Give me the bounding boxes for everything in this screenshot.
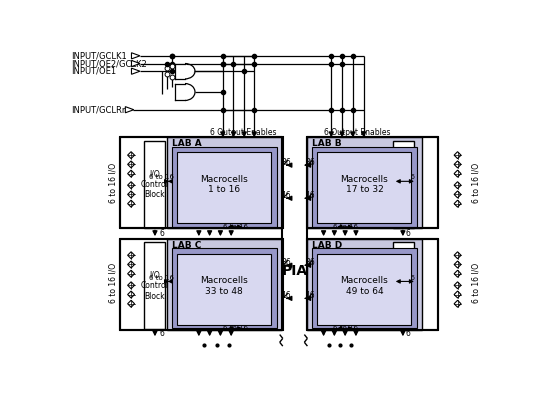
Polygon shape: [128, 270, 135, 277]
Text: 6 to 16: 6 to 16: [390, 174, 415, 180]
Polygon shape: [454, 252, 461, 259]
Polygon shape: [454, 152, 461, 159]
Text: 36: 36: [306, 258, 316, 267]
Text: 6 to 16 I/O: 6 to 16 I/O: [471, 163, 481, 203]
Bar: [393, 242, 414, 329]
Polygon shape: [454, 291, 461, 298]
Text: 6: 6: [160, 229, 165, 238]
Text: 36: 36: [281, 158, 290, 166]
Text: 6 to 16: 6 to 16: [390, 275, 415, 281]
Text: I/O
Control
Block: I/O Control Block: [141, 169, 168, 199]
Polygon shape: [131, 53, 140, 59]
Text: 6 to 16: 6 to 16: [222, 224, 247, 230]
Bar: [307, 239, 438, 330]
Polygon shape: [454, 200, 461, 207]
Text: 6 to 16 I/O: 6 to 16 I/O: [471, 263, 481, 303]
Text: 6: 6: [406, 329, 411, 338]
Text: 6 to 16 I/O: 6 to 16 I/O: [109, 163, 118, 203]
Polygon shape: [128, 291, 135, 298]
Polygon shape: [128, 300, 135, 307]
Polygon shape: [175, 63, 195, 79]
Polygon shape: [128, 191, 135, 198]
Text: 6 to 16 I/O: 6 to 16 I/O: [109, 263, 118, 303]
Text: 6: 6: [160, 329, 165, 338]
Text: 6 Output Enables: 6 Output Enables: [324, 128, 390, 137]
Text: 6 Output Enables: 6 Output Enables: [210, 128, 276, 137]
Polygon shape: [128, 182, 135, 188]
Bar: [119, 239, 283, 330]
Text: LAB A: LAB A: [172, 139, 202, 148]
Bar: [172, 248, 277, 328]
Polygon shape: [128, 200, 135, 207]
Text: Macrocells
1 to 16: Macrocells 1 to 16: [201, 175, 248, 194]
Polygon shape: [454, 191, 461, 198]
Text: 6 to 16: 6 to 16: [222, 325, 247, 331]
Polygon shape: [128, 152, 135, 159]
Text: LAB C: LAB C: [172, 241, 201, 250]
Polygon shape: [131, 61, 140, 67]
Text: Macrocells
49 to 64: Macrocells 49 to 64: [341, 276, 388, 296]
Text: 16: 16: [306, 291, 316, 300]
Text: Macrocells
33 to 48: Macrocells 33 to 48: [201, 276, 248, 296]
Bar: [312, 147, 417, 227]
Text: 6 to 16: 6 to 16: [332, 325, 358, 331]
Polygon shape: [454, 282, 461, 289]
Text: LAB D: LAB D: [312, 241, 342, 250]
Text: LAB B: LAB B: [312, 139, 342, 148]
Polygon shape: [128, 282, 135, 289]
Polygon shape: [454, 161, 461, 168]
Text: INPUT/GCLK1: INPUT/GCLK1: [71, 51, 127, 60]
Text: PIA: PIA: [281, 264, 307, 278]
Text: 16: 16: [281, 291, 290, 300]
Bar: [307, 138, 438, 228]
Bar: [177, 152, 271, 223]
Polygon shape: [454, 300, 461, 307]
Text: INPUT/GCLRn: INPUT/GCLRn: [71, 105, 128, 114]
Bar: [144, 242, 165, 329]
Text: 6 to 16: 6 to 16: [149, 275, 174, 281]
Text: Macrocells
17 to 32: Macrocells 17 to 32: [341, 175, 388, 194]
Text: 16: 16: [281, 191, 290, 200]
Bar: [144, 140, 165, 227]
Text: 6 to 16: 6 to 16: [149, 174, 174, 180]
Polygon shape: [454, 270, 461, 277]
Bar: [167, 239, 282, 330]
Text: 36: 36: [281, 258, 290, 267]
Bar: [167, 138, 282, 228]
Bar: [177, 254, 271, 324]
Bar: [307, 239, 422, 330]
Polygon shape: [454, 170, 461, 177]
Text: INPUT/OE1: INPUT/OE1: [71, 67, 116, 76]
Text: 6 to 16: 6 to 16: [332, 224, 358, 230]
Bar: [172, 147, 277, 227]
Text: 16: 16: [306, 191, 316, 200]
Polygon shape: [454, 182, 461, 188]
Text: 36: 36: [306, 158, 316, 166]
Bar: [119, 138, 283, 228]
Polygon shape: [128, 170, 135, 177]
Text: I/O
Control
Block: I/O Control Block: [141, 271, 168, 301]
Text: I/O
Control
Block: I/O Control Block: [389, 271, 417, 301]
Polygon shape: [128, 261, 135, 268]
Text: INPUT/OE2/GCLK2: INPUT/OE2/GCLK2: [71, 59, 147, 68]
Polygon shape: [175, 83, 195, 101]
Bar: [307, 138, 422, 228]
Text: 6: 6: [406, 229, 411, 238]
Polygon shape: [131, 68, 140, 74]
Polygon shape: [128, 252, 135, 259]
Polygon shape: [454, 261, 461, 268]
Text: I/O
Control
Block: I/O Control Block: [389, 169, 417, 199]
Bar: [312, 248, 417, 328]
Polygon shape: [125, 107, 134, 113]
Bar: [317, 152, 411, 223]
Bar: [393, 140, 414, 227]
Bar: [317, 254, 411, 324]
Polygon shape: [128, 161, 135, 168]
